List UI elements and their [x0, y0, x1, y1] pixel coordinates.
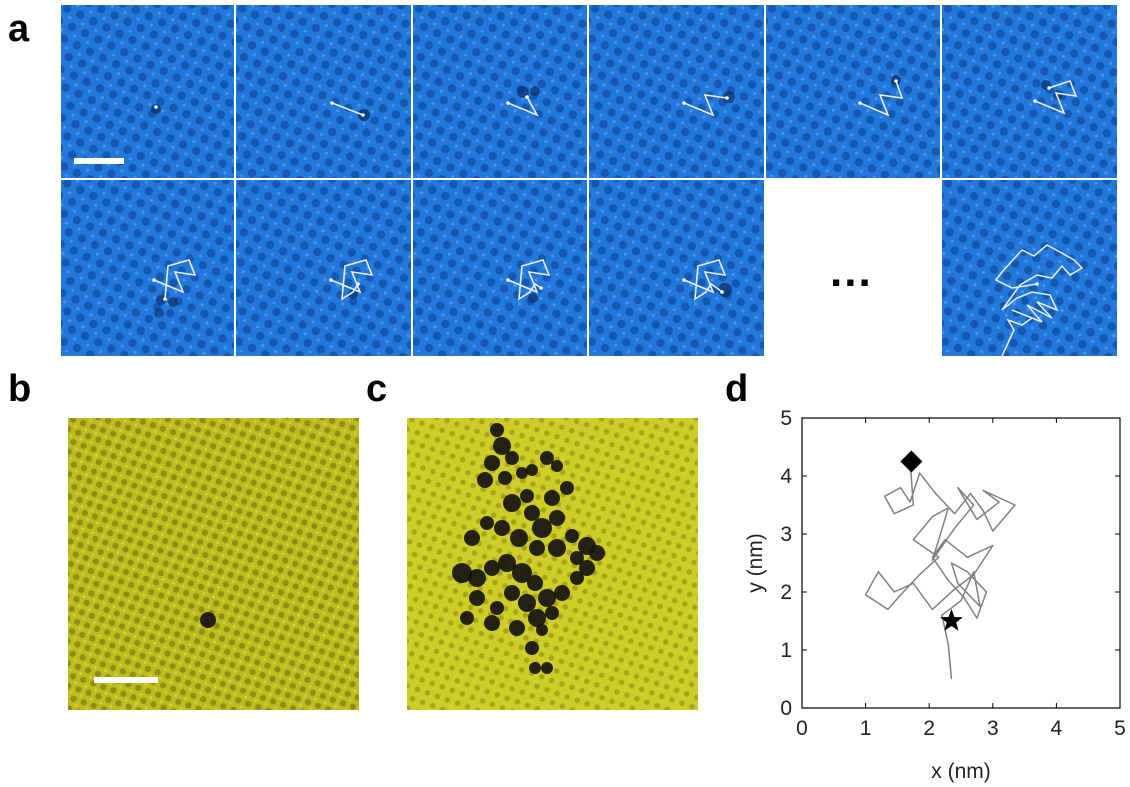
frame-9: [413, 180, 587, 356]
adatom-dot: [538, 589, 556, 607]
plot-frame: [801, 417, 1121, 709]
panel-label-d: d: [725, 368, 749, 410]
y-tick-label: 4: [780, 465, 792, 488]
adatom-dot: [551, 460, 563, 472]
x-axis-label: x (nm): [931, 760, 991, 783]
frame-3: [413, 5, 587, 178]
adatom-dot: [528, 609, 546, 627]
adatom-dot: [541, 662, 553, 674]
adatom-dot: [503, 494, 521, 512]
adatom-dot: [529, 662, 541, 674]
adatom-dot: [484, 455, 500, 471]
frame-2: [236, 5, 411, 178]
panel-label-b: b: [8, 368, 32, 410]
star-marker: [940, 609, 963, 631]
adatom-dot: [529, 540, 545, 556]
scale-bar: [94, 677, 158, 683]
trajectory-line: [864, 461, 1016, 680]
adatom-dot: [540, 451, 554, 465]
x-tick-label: 5: [1114, 717, 1126, 740]
adatom-dot: [505, 451, 519, 465]
x-tick-label: 2: [923, 717, 935, 740]
x-tick-label: 0: [796, 717, 808, 740]
adatom-dot: [570, 551, 584, 565]
adatom-dot: [516, 467, 528, 479]
adatom-dot: [548, 539, 566, 557]
adatom-dot: [527, 575, 543, 591]
y-axis-label: y (nm): [744, 533, 767, 593]
y-tick-label: 3: [780, 523, 792, 546]
frame-4: [589, 5, 764, 178]
adatom-dot: [520, 489, 534, 503]
x-tick-label: 4: [1051, 717, 1063, 740]
adatom-dot: [484, 560, 500, 576]
image-b: [68, 418, 359, 710]
adatom-dot: [477, 472, 493, 488]
frame-8: [236, 180, 411, 356]
adatom-dot: [544, 490, 560, 506]
adatom-dot: [460, 611, 474, 625]
adatom-dot: [494, 520, 510, 536]
adatom-dot: [549, 510, 565, 526]
adatom-dot: [510, 529, 528, 547]
frame-1: [61, 5, 234, 178]
adatom-dot: [532, 518, 552, 538]
adatom-dot: [526, 464, 538, 476]
y-tick-label: 5: [780, 407, 792, 430]
adatom-dot: [525, 641, 539, 655]
adatom-dot: [504, 585, 520, 601]
ellipsis: ...: [830, 247, 873, 296]
y-tick-label: 2: [780, 581, 792, 604]
diamond-marker: [900, 450, 923, 473]
adatom-dot: [484, 615, 500, 631]
adatom-dot: [536, 624, 548, 636]
x-tick-label: 3: [987, 717, 999, 740]
adatom-dot: [524, 505, 540, 521]
scale-bar: [74, 158, 124, 164]
frame-6: [942, 5, 1117, 178]
adatom-dot: [468, 569, 486, 587]
image-c: [407, 418, 698, 710]
panel-label-c: c: [366, 368, 388, 410]
adatom-dot: [589, 545, 605, 561]
adatom-dot: [464, 530, 480, 546]
adatom-dot: [490, 601, 504, 615]
panel-label-a: a: [8, 8, 30, 50]
adatom-dot: [554, 585, 570, 601]
adatom-dot: [518, 594, 536, 612]
frame-7: [61, 180, 234, 356]
adatom-dot: [498, 554, 516, 572]
adatom-dot: [498, 471, 512, 485]
adatom-dot: [579, 560, 595, 576]
adatom-dot: [490, 423, 504, 437]
y-tick-label: 0: [780, 697, 792, 720]
adatom-dot: [480, 516, 494, 530]
adatom-dot: [509, 620, 525, 636]
adatom-dot: [493, 437, 511, 455]
adatom-dot: [512, 563, 532, 583]
frame-final: [942, 180, 1117, 356]
adatom-dot: [560, 481, 574, 495]
frame-10: [589, 180, 764, 356]
adatom-dot: [545, 606, 559, 620]
trajectory-plot: 0 1 2 3 4 5 0 1 2 3 4 5 x (nm) y (nm): [744, 407, 1126, 783]
adatom-dot: [469, 590, 485, 606]
y-tick-label: 1: [780, 639, 792, 662]
adatom-dot: [565, 529, 579, 543]
x-tick-label: 1: [860, 717, 872, 740]
adatom-dot: [452, 563, 472, 583]
frame-5: [766, 5, 940, 178]
adatom-dot: [570, 571, 584, 585]
